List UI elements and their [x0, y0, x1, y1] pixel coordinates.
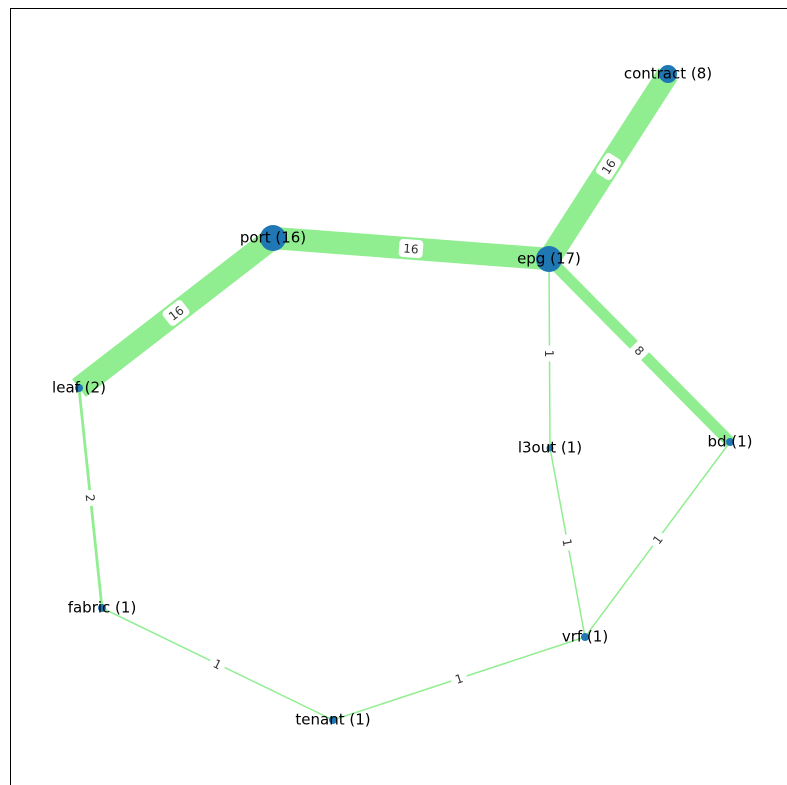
edge-label-box: [540, 345, 559, 362]
edge-label-box: [398, 238, 424, 259]
edge-label-box: [162, 300, 190, 326]
node: [726, 438, 734, 446]
edge-label-box: [81, 489, 100, 507]
nodes: contract (8) port (16) epg (17) leaf (2) bd …: [52, 65, 752, 729]
node-label: vrf (1): [562, 628, 608, 646]
edge-label-box: [595, 153, 622, 180]
edge-label: 1: [542, 350, 556, 358]
edge-label-group: 1: [449, 668, 469, 689]
edge-label-group: 2: [81, 489, 100, 507]
edge-label: 1: [559, 538, 574, 548]
edges: [72, 67, 734, 721]
frame: [10, 8, 787, 785]
node: [536, 246, 562, 272]
node: [546, 444, 554, 452]
node-label: leaf (2): [52, 379, 106, 397]
edge-label-group: 16: [595, 153, 622, 180]
node-label: fabric (1): [68, 599, 137, 617]
edge-label-group: 16: [162, 300, 190, 326]
edge-label-box: [647, 529, 668, 550]
node-label: epg (17): [517, 250, 581, 268]
edge-label-box: [449, 668, 469, 689]
edge-label-group: 8: [629, 340, 650, 361]
node-label: l3out (1): [518, 439, 582, 457]
edge-labels: 16 16 16 8 1 2 1 1 1 1: [81, 153, 668, 689]
node-label: contract (8): [624, 65, 712, 83]
edge-label-box: [207, 653, 228, 675]
node: [659, 65, 677, 83]
node: [98, 604, 106, 612]
node: [260, 225, 286, 251]
node: [329, 716, 337, 724]
node: [581, 633, 589, 641]
node-label: bd (1): [707, 433, 752, 451]
edge-label-box: [557, 533, 578, 552]
node: [75, 384, 83, 392]
edge-label: 16: [403, 241, 419, 256]
edge-label-box: [629, 340, 650, 361]
edge-label: 1: [453, 671, 465, 687]
edge-label-group: 1: [557, 533, 578, 552]
edge-label: 16: [599, 157, 619, 177]
edge-label-group: 1: [207, 653, 228, 675]
edge-label: 2: [83, 494, 98, 503]
node-label: tenant (1): [295, 711, 370, 729]
edge-label-group: 16: [398, 238, 424, 259]
edge-label-group: 1: [647, 529, 668, 550]
edge-label-group: 1: [540, 345, 559, 362]
node-label: port (16): [240, 229, 306, 247]
